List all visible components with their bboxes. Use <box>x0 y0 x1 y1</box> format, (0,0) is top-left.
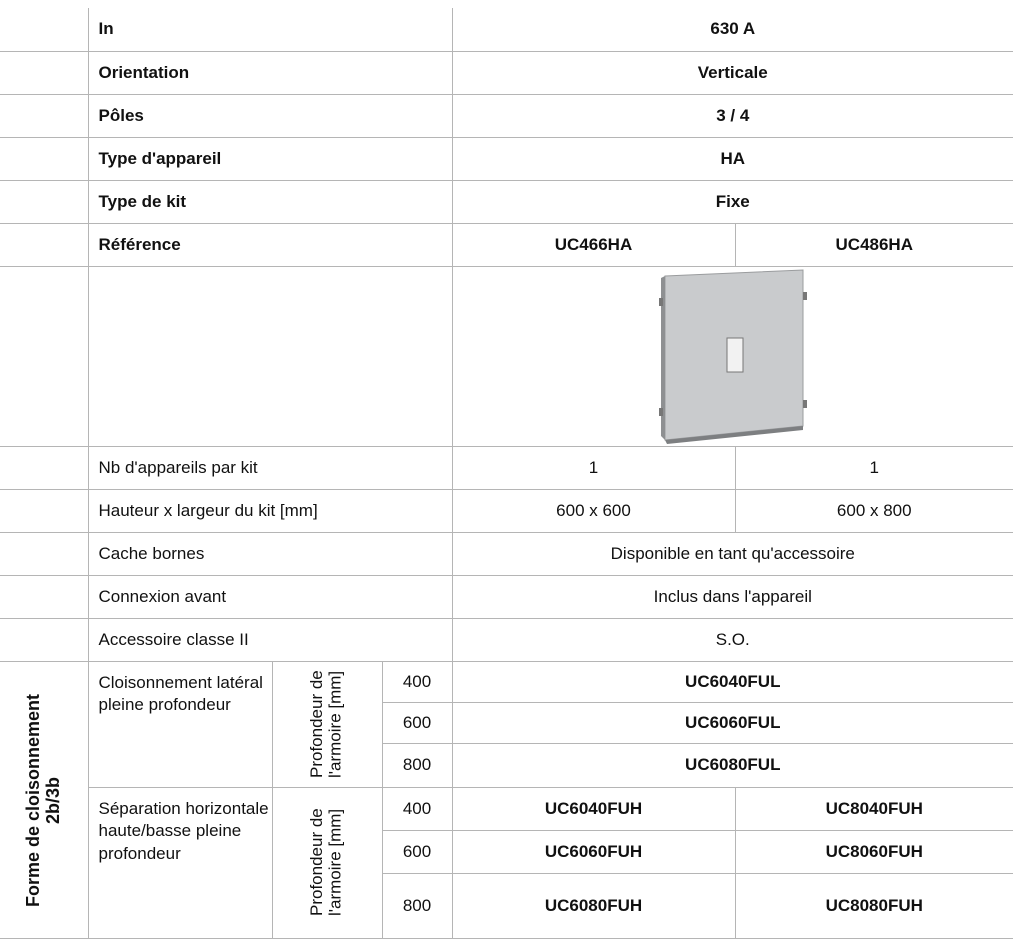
value-cell: 630 A <box>451 8 1013 52</box>
value-cell: UC8080FUH <box>734 873 1013 939</box>
empty-cell <box>0 489 88 533</box>
group-name: Cloisonnement latéral pleine profondeur <box>87 661 272 788</box>
table-row: In 630 A <box>0 8 1013 52</box>
spec-table: In 630 A Orientation Verticale Pôles 3 / 4 Typ… <box>0 8 1013 939</box>
value-cell: 600 x 600 <box>451 489 735 533</box>
value-cell: Fixe <box>451 180 1013 224</box>
value-cell: UC6080FUH <box>451 873 735 939</box>
row-label: Référence <box>87 223 452 267</box>
empty-cell <box>0 180 88 224</box>
row-label: Orientation <box>87 51 452 95</box>
value-cell: UC8060FUH <box>734 830 1013 874</box>
value-cell: UC466HA <box>451 223 735 267</box>
image-cell <box>451 266 1013 447</box>
table-row: Type d'appareil HA <box>0 137 1013 181</box>
depth-label-cell: Profondeur de l'armoire [mm] <box>271 661 382 788</box>
value-cell: Inclus dans l'appareil <box>451 575 1013 619</box>
value-cell: UC6060FUH <box>451 830 735 874</box>
value-cell: 1 <box>451 446 735 490</box>
table-row: 800 UC6080FUH UC8080FUH <box>0 873 1013 939</box>
table-row: Référence UC466HA UC486HA <box>0 223 1013 267</box>
value-cell: UC6060FUL <box>451 702 1013 744</box>
depth-value: 600 <box>381 830 452 874</box>
value-cell: UC486HA <box>734 223 1013 267</box>
depth-value: 400 <box>381 787 452 831</box>
empty-cell <box>0 266 88 447</box>
value-cell: HA <box>451 137 1013 181</box>
depth-value: 800 <box>381 743 452 788</box>
table-row: 600 UC6060FUH UC8060FUH <box>0 830 1013 874</box>
value-cell: 600 x 800 <box>734 489 1013 533</box>
value-cell: 1 <box>734 446 1013 490</box>
table-row: Cache bornes Disponible en tant qu'access… <box>0 532 1013 576</box>
row-label: Type de kit <box>87 180 452 224</box>
table-row: 800 UC6080FUL <box>0 743 1013 788</box>
value-cell: UC6040FUH <box>451 787 735 831</box>
empty-cell <box>0 8 88 52</box>
empty-cell <box>0 223 88 267</box>
table-row: Connexion avant Inclus dans l'appareil <box>0 575 1013 619</box>
empty-cell <box>0 94 88 138</box>
table-row: Pôles 3 / 4 <box>0 94 1013 138</box>
value-cell: S.O. <box>451 618 1013 662</box>
row-label: Type d'appareil <box>87 137 452 181</box>
table-row: Type de kit Fixe <box>0 180 1013 224</box>
table-row: Accessoire classe II S.O. <box>0 618 1013 662</box>
group-name: Séparation horizontale haute/basse plein… <box>87 787 272 939</box>
table-row: Séparation horizontale haute/basse plein… <box>0 787 1013 939</box>
depth-label-cell: Profondeur de l'armoire [mm] <box>271 787 382 939</box>
table-row: Nb d'appareils par kit 1 1 <box>0 446 1013 490</box>
empty-cell <box>0 618 88 662</box>
row-label: Connexion avant <box>87 575 452 619</box>
row-label: Cache bornes <box>87 532 452 576</box>
value-cell: UC6080FUL <box>451 743 1013 788</box>
depth-value: 800 <box>381 873 452 939</box>
empty-cell <box>0 446 88 490</box>
value-cell: UC8040FUH <box>734 787 1013 831</box>
row-label: In <box>87 8 452 52</box>
depth-value: 400 <box>381 661 452 703</box>
table-row: Forme de cloisonnement 2b/3b Cloisonnemen… <box>0 661 1013 939</box>
row-label: Pôles <box>87 94 452 138</box>
section-title: Forme de cloisonnement 2b/3b <box>22 692 63 907</box>
empty-cell <box>87 266 452 447</box>
product-image <box>658 269 807 444</box>
table-row: Orientation Verticale <box>0 51 1013 95</box>
empty-cell <box>0 51 88 95</box>
table-row: Hauteur x largeur du kit [mm] 600 x 600 60… <box>0 489 1013 533</box>
value-cell: Disponible en tant qu'accessoire <box>451 532 1013 576</box>
depth-label: Profondeur de l'armoire [mm] <box>307 670 345 778</box>
value-cell: 3 / 4 <box>451 94 1013 138</box>
empty-cell <box>0 575 88 619</box>
table-row <box>0 266 1013 447</box>
empty-cell <box>0 532 88 576</box>
depth-value: 600 <box>381 702 452 744</box>
empty-cell <box>0 137 88 181</box>
row-label: Hauteur x largeur du kit [mm] <box>87 489 452 533</box>
section-title-cell: Forme de cloisonnement 2b/3b <box>0 661 88 939</box>
value-cell: UC6040FUL <box>451 661 1013 703</box>
depth-label: Profondeur de l'armoire [mm] <box>307 808 345 917</box>
value-cell: Verticale <box>451 51 1013 95</box>
table-row: 600 UC6060FUL <box>0 702 1013 744</box>
row-label: Accessoire classe II <box>87 618 452 662</box>
row-label: Nb d'appareils par kit <box>87 446 452 490</box>
